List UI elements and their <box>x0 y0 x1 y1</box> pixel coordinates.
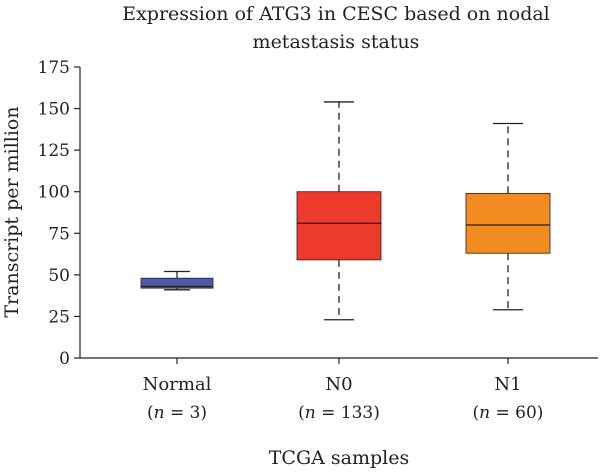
sample-size-label: (n = 3) <box>147 403 207 423</box>
box-series <box>140 101 551 321</box>
iqr-box <box>140 277 214 289</box>
y-tick-label: 75 <box>48 224 70 244</box>
iqr-box <box>296 191 382 261</box>
x-category-label: N0 <box>325 374 352 395</box>
y-tick-label: 125 <box>38 141 70 161</box>
chart-title-line-1: Expression of ATG3 in CESC based on noda… <box>122 3 550 25</box>
x-axis-categories: Normal (n = 3) N0 (n = 133) N1 (n = 60) <box>143 358 544 423</box>
axis-lines <box>79 67 598 359</box>
y-axis-label: Transcript per million <box>1 106 23 317</box>
y-tick-label: 150 <box>38 100 70 120</box>
y-tick-label: 100 <box>38 183 70 203</box>
x-category-label: Normal <box>143 374 212 395</box>
x-category-label: N1 <box>494 374 521 395</box>
x-axis-label: TCGA samples <box>269 447 409 469</box>
sample-size-label: (n = 60) <box>473 403 544 423</box>
box-n0 <box>296 101 382 321</box>
sample-size-label: (n = 133) <box>298 403 380 423</box>
iqr-box <box>465 192 551 254</box>
chart-title-line-2: metastasis status <box>253 31 420 53</box>
y-tick-label: 25 <box>48 307 70 327</box>
y-axis-ticks: 0 25 50 75 100 125 150 175 <box>38 58 80 369</box>
y-tick-label: 0 <box>59 349 70 369</box>
box-normal <box>140 270 214 291</box>
y-tick-label: 50 <box>48 266 70 286</box>
box-n1 <box>465 122 551 311</box>
y-tick-label: 175 <box>38 58 70 78</box>
